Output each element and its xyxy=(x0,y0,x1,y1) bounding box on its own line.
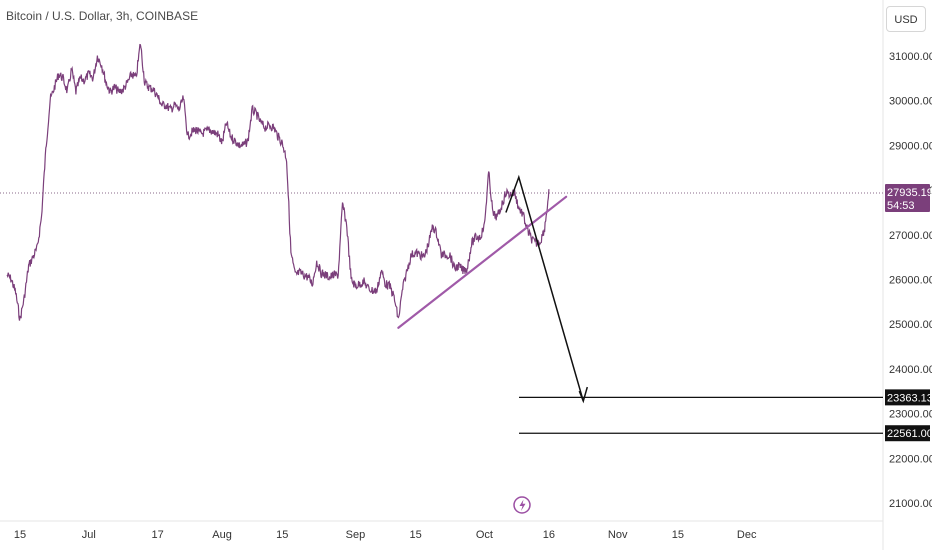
price-tick-label: 21000.00 xyxy=(889,498,932,510)
price-level-tag xyxy=(885,389,930,406)
time-tick-label: Oct xyxy=(476,529,493,541)
time-tick-label: 15 xyxy=(14,529,26,541)
price-tick-label: 23000.00 xyxy=(889,409,932,421)
price-tick-label: 25000.00 xyxy=(889,319,932,331)
time-scale[interactable]: 15 Jul 17 Aug 15 Sep 15 Oct 16 Nov 15 Dec xyxy=(14,529,757,541)
time-tick-label: Sep xyxy=(346,529,366,541)
price-level-tag xyxy=(885,425,930,442)
price-tick-label: 26000.00 xyxy=(889,275,932,287)
time-tick-label: 15 xyxy=(276,529,288,541)
support-trendline[interactable] xyxy=(397,195,568,329)
axes-layer xyxy=(0,0,884,550)
price-tick-label: 22000.00 xyxy=(889,453,932,465)
price-level-label: 23363.13 xyxy=(887,392,932,404)
time-tick-label: 17 xyxy=(151,529,163,541)
chart-title: Bitcoin / U.S. Dollar, 3h, COINBASE xyxy=(6,9,199,23)
horizontal-levels: 23363.13 22561.00 xyxy=(519,389,932,442)
time-tick-label: 15 xyxy=(672,529,684,541)
time-tick-label: Dec xyxy=(737,529,757,541)
projection-arrow[interactable] xyxy=(505,174,585,402)
price-tick-label: 31000.00 xyxy=(889,51,932,63)
price-tick-label: 30000.00 xyxy=(889,96,932,108)
time-tick-label: Jul xyxy=(82,529,96,541)
price-tick-label: 27000.00 xyxy=(889,230,932,242)
price-series-line xyxy=(6,43,550,321)
last-price-tag: 27935.19 54:53 xyxy=(885,183,932,212)
time-tick-label: Nov xyxy=(608,529,628,541)
arrow-head xyxy=(578,386,589,404)
last-price-value: 27935.19 xyxy=(887,187,932,199)
lightning-icon[interactable] xyxy=(513,496,531,514)
price-tick-label: 29000.00 xyxy=(889,140,932,152)
time-tick-label: Aug xyxy=(212,529,232,541)
price-tick-label: 24000.00 xyxy=(889,364,932,376)
time-tick-label: 16 xyxy=(543,529,555,541)
price-level-label: 22561.00 xyxy=(887,428,932,440)
bar-countdown: 54:53 xyxy=(887,200,915,212)
currency-scale-button[interactable]: USD xyxy=(886,6,926,32)
time-tick-label: 15 xyxy=(409,529,421,541)
last-price-tag-bg xyxy=(885,183,930,212)
